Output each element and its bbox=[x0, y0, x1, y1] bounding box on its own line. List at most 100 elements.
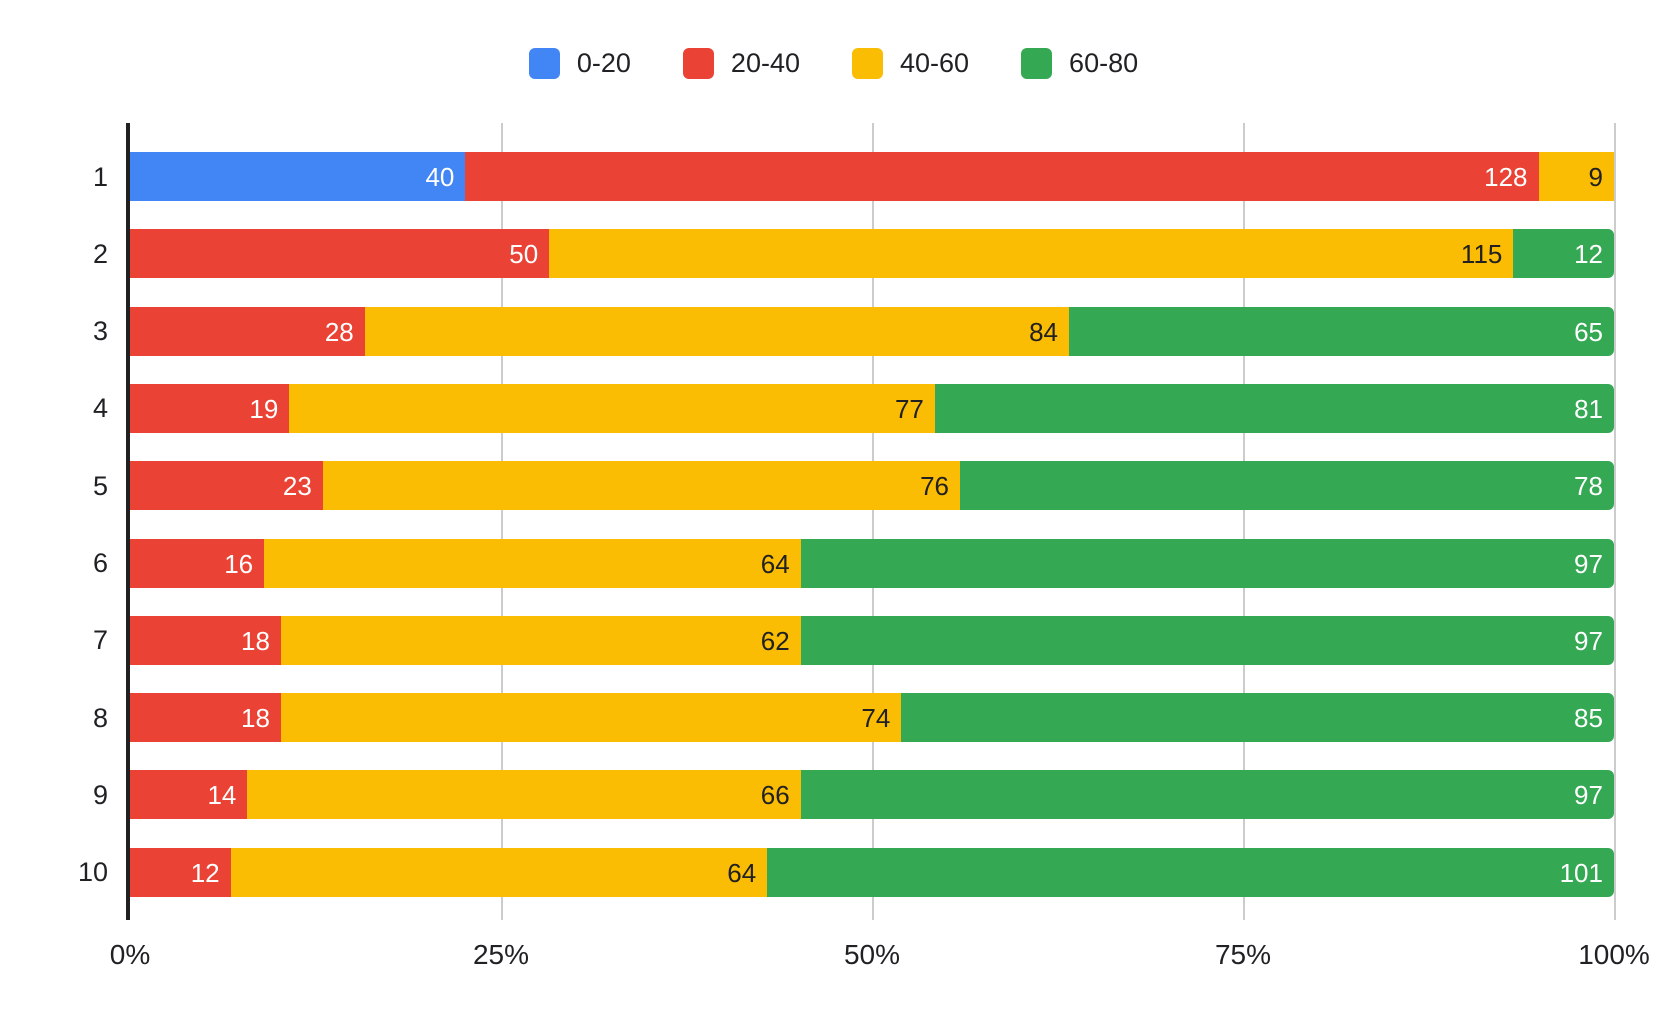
gridline-25% bbox=[501, 123, 503, 920]
legend-label: 20-40 bbox=[730, 48, 800, 78]
bar-value-label: 97 bbox=[1574, 548, 1603, 579]
bar-row-4: 19 77 81 bbox=[130, 384, 1614, 433]
y-axis-label-9: 9 bbox=[92, 780, 108, 810]
bar-value-label: 76 bbox=[920, 470, 950, 501]
x-axis-label-100%: 100% bbox=[1578, 939, 1650, 970]
bar-value-label: 64 bbox=[760, 548, 790, 579]
bar-segment-40-60: 76 bbox=[322, 461, 961, 510]
legend-swatch-icon bbox=[851, 48, 883, 79]
bar-value-label: 81 bbox=[1574, 393, 1603, 424]
bar-segment-60-80: 97 bbox=[800, 616, 1614, 665]
bar-segment-20-40: 19 bbox=[130, 384, 290, 433]
bar-row-9: 14 66 97 bbox=[130, 770, 1614, 819]
bar-row-10: 12 64 101 bbox=[130, 848, 1614, 897]
y-axis-label-1: 1 bbox=[92, 162, 108, 192]
bar-segment-40-60: 62 bbox=[280, 616, 801, 665]
bar-row-1: 40 128 9 bbox=[130, 152, 1614, 201]
bar-row-7: 18 62 97 bbox=[130, 616, 1614, 665]
bar-value-label: 28 bbox=[324, 316, 354, 347]
bar-value-label: 115 bbox=[1460, 238, 1503, 269]
bar-segment-40-60: 9 bbox=[1538, 152, 1614, 201]
legend-item-0-20: 0-20 bbox=[528, 48, 631, 79]
bar-value-label: 64 bbox=[727, 857, 757, 888]
bar-value-label: 14 bbox=[207, 779, 237, 810]
gridline-100% bbox=[1614, 123, 1616, 920]
y-axis-label-7: 7 bbox=[92, 625, 108, 655]
bar-segment-60-80: 81 bbox=[934, 384, 1614, 433]
bar-row-2: 50 115 12 bbox=[130, 229, 1614, 278]
bar-row-3: 28 84 65 bbox=[130, 307, 1614, 356]
bar-segment-20-40: 14 bbox=[130, 770, 248, 819]
bar-value-label: 19 bbox=[249, 393, 279, 424]
bar-segment-0-20: 40 bbox=[130, 152, 466, 201]
bar-value-label: 74 bbox=[861, 702, 891, 733]
bar-segment-20-40: 128 bbox=[465, 152, 1539, 201]
bar-segment-20-40: 16 bbox=[130, 539, 265, 588]
bar-segment-60-80: 85 bbox=[901, 693, 1614, 742]
bar-segment-20-40: 28 bbox=[130, 307, 365, 356]
bar-segment-20-40: 23 bbox=[130, 461, 323, 510]
bar-segment-60-80: 12 bbox=[1513, 229, 1614, 278]
legend-item-20-40: 20-40 bbox=[682, 48, 800, 79]
bar-segment-40-60: 115 bbox=[549, 229, 1514, 278]
bar-segment-60-80: 65 bbox=[1069, 307, 1614, 356]
bar-value-label: 84 bbox=[1029, 316, 1059, 347]
bar-segment-20-40: 18 bbox=[130, 616, 281, 665]
bar-value-label: 18 bbox=[240, 625, 270, 656]
y-axis-label-8: 8 bbox=[92, 703, 108, 733]
bar-row-5: 23 76 78 bbox=[130, 461, 1614, 510]
bar-value-label: 12 bbox=[190, 857, 220, 888]
legend-label: 60-80 bbox=[1069, 48, 1139, 78]
bar-segment-60-80: 97 bbox=[800, 539, 1614, 588]
bar-segment-60-80: 78 bbox=[960, 461, 1614, 510]
bar-segment-60-80: 101 bbox=[767, 848, 1614, 897]
gridline-50% bbox=[872, 123, 874, 920]
bar-segment-60-80: 97 bbox=[800, 770, 1614, 819]
y-axis-label-4: 4 bbox=[92, 393, 108, 423]
legend-label: 0-20 bbox=[576, 48, 631, 78]
bar-value-label: 62 bbox=[760, 625, 790, 656]
y-axis-label-6: 6 bbox=[92, 548, 108, 578]
bar-segment-40-60: 64 bbox=[264, 539, 801, 588]
y-axis-label-3: 3 bbox=[92, 316, 108, 346]
bar-value-label: 12 bbox=[1574, 238, 1603, 269]
bar-value-label: 66 bbox=[760, 779, 790, 810]
x-axis-label-75%: 75% bbox=[1214, 939, 1272, 970]
bar-value-label: 97 bbox=[1574, 779, 1603, 810]
bar-value-label: 78 bbox=[1574, 470, 1603, 501]
bar-segment-20-40: 18 bbox=[130, 693, 281, 742]
bar-segment-40-60: 64 bbox=[230, 848, 768, 897]
bar-value-label: 40 bbox=[425, 161, 455, 192]
bar-segment-20-40: 50 bbox=[130, 229, 550, 278]
bar-value-label: 97 bbox=[1574, 625, 1603, 656]
bar-value-label: 18 bbox=[240, 702, 270, 733]
bar-value-label: 85 bbox=[1574, 702, 1603, 733]
x-axis-label-0%: 0% bbox=[109, 939, 151, 970]
y-axis-label-10: 10 bbox=[77, 857, 108, 887]
y-axis-label-2: 2 bbox=[92, 239, 108, 269]
bar-row-8: 18 74 85 bbox=[130, 693, 1614, 742]
legend-swatch-icon bbox=[1021, 48, 1053, 79]
bar-value-label: 128 bbox=[1484, 161, 1528, 192]
bar-segment-40-60: 77 bbox=[289, 384, 935, 433]
bar-row-6: 16 64 97 bbox=[130, 539, 1614, 588]
legend-swatch-icon bbox=[528, 48, 560, 79]
bar-value-label: 50 bbox=[509, 238, 539, 269]
legend-item-60-80: 60-80 bbox=[1021, 48, 1138, 79]
legend-label: 40-60 bbox=[899, 48, 970, 78]
legend-item-40-60: 40-60 bbox=[851, 48, 970, 79]
bar-value-label: 16 bbox=[224, 548, 254, 579]
bar-value-label: 23 bbox=[282, 470, 312, 501]
bar-value-label: 65 bbox=[1574, 316, 1603, 347]
bar-value-label: 101 bbox=[1559, 857, 1603, 888]
legend-swatch-icon bbox=[682, 48, 714, 79]
chart-legend: 0-20 20-40 40-60 60-80 bbox=[0, 48, 1667, 79]
bar-value-label: 9 bbox=[1588, 161, 1603, 192]
y-axis-line bbox=[126, 123, 130, 920]
bar-value-label: 77 bbox=[894, 393, 924, 424]
x-axis-label-50%: 50% bbox=[843, 939, 901, 970]
bar-segment-40-60: 74 bbox=[280, 693, 902, 742]
x-axis-label-25%: 25% bbox=[472, 939, 530, 970]
bar-segment-40-60: 84 bbox=[364, 307, 1070, 356]
